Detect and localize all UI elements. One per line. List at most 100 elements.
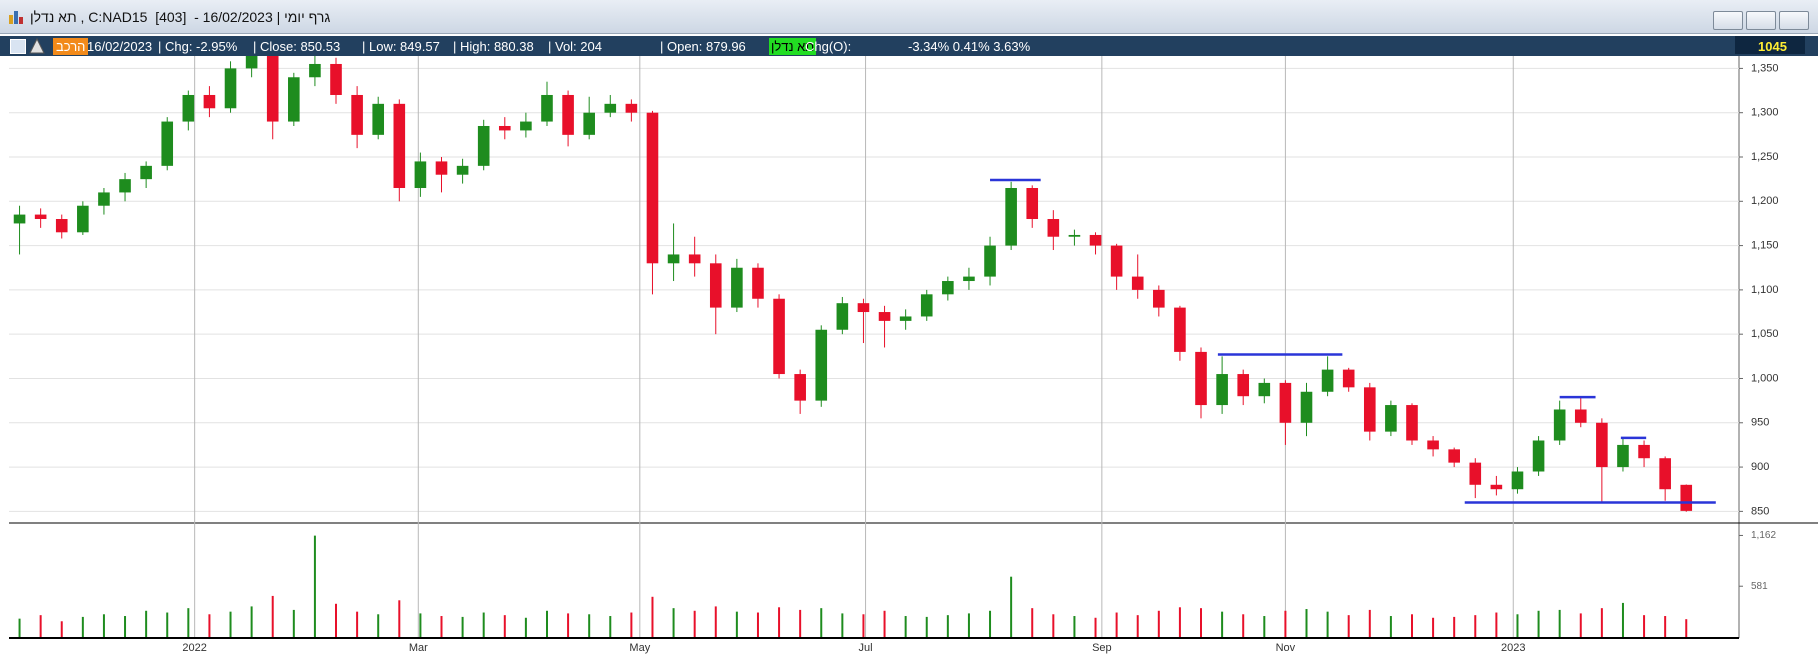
high: | High: 880.38 <box>453 39 534 54</box>
chg-o-label: Chg(O): <box>805 39 852 54</box>
candle-body <box>309 63 321 78</box>
candle-body <box>1659 458 1671 490</box>
candle-body <box>330 63 342 95</box>
y-tick-label: 1,200 <box>1751 195 1779 207</box>
candle-body <box>119 179 131 193</box>
close: | Close: 850.53 <box>253 39 341 54</box>
candle-body <box>583 112 595 135</box>
x-tick-label: Nov <box>1276 642 1296 654</box>
candle-body <box>688 254 701 264</box>
low: | Low: 849.57 <box>362 39 440 54</box>
x-tick-label: 2023 <box>1501 642 1525 654</box>
candle-body <box>98 192 110 206</box>
volume: | Vol: 204 <box>548 39 602 54</box>
candle-body <box>288 77 300 122</box>
title-bar: תא נדלן , C:NAD15 [403] - 16/02/2023 | ג… <box>0 0 1818 34</box>
candle-body <box>1005 188 1017 246</box>
open: | Open: 879.96 <box>660 39 746 54</box>
candle-body <box>752 267 764 299</box>
candle-body <box>625 103 638 113</box>
y-tick-label: 1,000 <box>1751 372 1779 384</box>
date: 16/02/2023 <box>87 39 153 54</box>
candle-body <box>899 316 912 321</box>
candle-body <box>920 294 933 317</box>
candle-body <box>1174 307 1186 352</box>
candle-body <box>667 254 680 264</box>
candle-body <box>1638 444 1650 459</box>
candle-body <box>1680 484 1693 511</box>
candle-body <box>266 55 279 122</box>
y-tick-label: 1,250 <box>1751 151 1779 163</box>
candle-body <box>1448 449 1460 463</box>
candle-body <box>878 312 891 321</box>
candle-body <box>55 219 68 233</box>
volume-tick-label: 581 <box>1751 581 1768 592</box>
info-bar: הרכב 16/02/2023 | Chg: -2.95% | Close: 8… <box>0 36 1818 56</box>
candle-body <box>13 214 26 224</box>
chg-o-values: -3.34% 0.41% 3.63% <box>908 39 1031 54</box>
candle-body <box>477 125 490 166</box>
warning-icon[interactable] <box>29 38 45 54</box>
x-tick-label: Jul <box>859 642 873 654</box>
candle-body <box>224 68 237 109</box>
candle-body <box>393 103 406 189</box>
chat-icon[interactable] <box>10 39 26 54</box>
candle-body <box>541 94 553 122</box>
candle-body <box>1617 444 1629 468</box>
candle-body <box>351 94 363 135</box>
candle-body <box>1089 234 1102 246</box>
candle-body <box>1406 405 1418 441</box>
x-tick-label: Mar <box>409 642 428 654</box>
candle-body <box>456 165 469 175</box>
chart-background <box>0 56 1818 655</box>
candle-body <box>182 94 195 122</box>
candle-body <box>34 214 47 220</box>
candle-body <box>1216 374 1228 406</box>
candle-body <box>646 112 659 264</box>
candle-body <box>1342 369 1355 388</box>
candle-body <box>857 303 870 313</box>
candle-body <box>1279 382 1292 423</box>
candle-body <box>414 161 427 189</box>
candle-body <box>1469 462 1482 485</box>
y-tick-label: 1,050 <box>1751 328 1779 340</box>
candle-body <box>245 55 258 69</box>
candle-body <box>1258 382 1271 397</box>
candle-body <box>1110 245 1123 277</box>
candle-body <box>1511 471 1524 490</box>
close-button[interactable] <box>1779 11 1809 30</box>
candle-body <box>731 267 743 308</box>
symbol-tag[interactable]: תא נדלן <box>769 38 817 55</box>
candle-body <box>1321 369 1334 392</box>
candle-body <box>372 103 385 135</box>
x-tick-label: 2022 <box>182 642 206 654</box>
candle-body <box>161 121 174 166</box>
candle-body <box>604 103 617 113</box>
candle-body <box>1596 422 1608 468</box>
candle-body <box>562 94 574 135</box>
candle-body <box>1385 405 1397 432</box>
y-tick-label: 1,350 <box>1751 62 1779 74</box>
candle-body <box>435 161 448 175</box>
candle-body <box>815 329 828 401</box>
candle-body <box>773 298 785 375</box>
candle-body <box>140 165 152 180</box>
window-title: תא נדלן , C:NAD15 [403] - 16/02/2023 | ג… <box>30 9 331 25</box>
candle-body <box>984 245 996 277</box>
candle-body <box>520 121 532 131</box>
counter: 1045 <box>1758 39 1787 54</box>
counter-box <box>1735 36 1805 54</box>
candle-body <box>203 94 216 109</box>
x-tick-label: May <box>629 642 650 654</box>
x-tick-label: Sep <box>1092 642 1112 654</box>
candle-body <box>709 263 722 308</box>
candle-body <box>794 374 806 401</box>
candle-body <box>1553 409 1566 441</box>
candle-body <box>1490 484 1503 490</box>
composition-tag[interactable]: הרכב <box>53 38 89 55</box>
maximize-button[interactable] <box>1746 11 1776 30</box>
minimize-button[interactable] <box>1713 11 1743 30</box>
y-tick-label: 900 <box>1751 461 1769 473</box>
candle-body <box>1195 351 1207 406</box>
